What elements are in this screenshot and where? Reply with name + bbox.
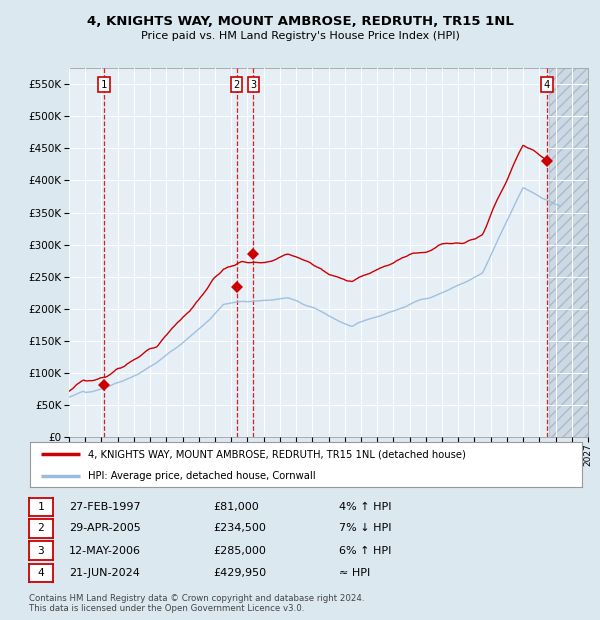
Text: 2: 2 [233,80,239,90]
Text: 27-FEB-1997: 27-FEB-1997 [69,502,140,512]
Text: £285,000: £285,000 [213,546,266,556]
Text: 4: 4 [544,80,550,90]
Text: 1: 1 [37,502,44,512]
Text: 3: 3 [37,546,44,556]
Text: 12-MAY-2006: 12-MAY-2006 [69,546,141,556]
Text: 7% ↓ HPI: 7% ↓ HPI [339,523,391,533]
Text: ≈ HPI: ≈ HPI [339,568,370,578]
Text: 6% ↑ HPI: 6% ↑ HPI [339,546,391,556]
Text: 29-APR-2005: 29-APR-2005 [69,523,141,533]
Text: 4, KNIGHTS WAY, MOUNT AMBROSE, REDRUTH, TR15 1NL (detached house): 4, KNIGHTS WAY, MOUNT AMBROSE, REDRUTH, … [88,449,466,459]
Text: £81,000: £81,000 [213,502,259,512]
Text: 2: 2 [37,523,44,533]
Text: 4, KNIGHTS WAY, MOUNT AMBROSE, REDRUTH, TR15 1NL: 4, KNIGHTS WAY, MOUNT AMBROSE, REDRUTH, … [86,16,514,28]
Text: 21-JUN-2024: 21-JUN-2024 [69,568,140,578]
Bar [549,68,588,437]
Text: Price paid vs. HM Land Registry's House Price Index (HPI): Price paid vs. HM Land Registry's House … [140,31,460,41]
Text: HPI: Average price, detached house, Cornwall: HPI: Average price, detached house, Corn… [88,471,316,480]
Text: 1: 1 [101,80,107,90]
Text: 3: 3 [250,80,256,90]
Text: This data is licensed under the Open Government Licence v3.0.: This data is licensed under the Open Gov… [29,604,304,613]
Text: 4% ↑ HPI: 4% ↑ HPI [339,502,391,512]
Text: £429,950: £429,950 [213,568,266,578]
Text: Contains HM Land Registry data © Crown copyright and database right 2024.: Contains HM Land Registry data © Crown c… [29,595,364,603]
Text: £234,500: £234,500 [213,523,266,533]
Text: 4: 4 [37,568,44,578]
Bar [549,68,588,437]
